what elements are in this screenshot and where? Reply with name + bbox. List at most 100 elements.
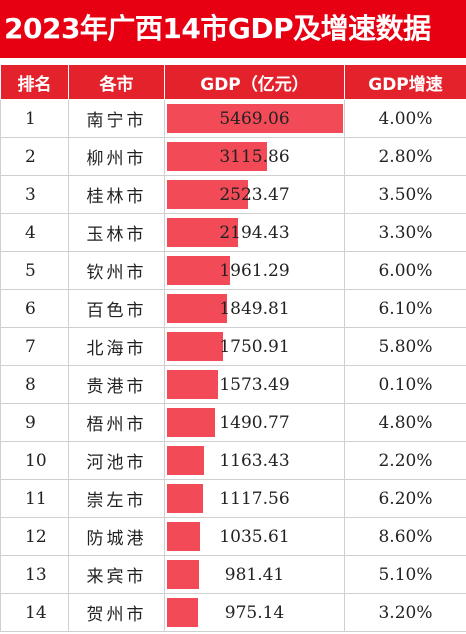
- gdp-cell: 975.14: [164, 593, 345, 632]
- gdp-value-label: 1490.77: [219, 412, 290, 433]
- rank-cell: 13: [0, 555, 69, 594]
- table-row: 6 百色市 1849.81 6.10%: [0, 289, 466, 328]
- gdp-cell: 1117.56: [164, 479, 345, 518]
- growth-cell: 8.60%: [344, 517, 466, 556]
- gdp-bar: [167, 408, 215, 437]
- header-city: 各市: [68, 64, 165, 100]
- gdp-cell: 2523.47: [164, 175, 345, 214]
- table-row: 13 来宾市 981.41 5.10%: [0, 555, 466, 594]
- gdp-value-label: 1163.43: [219, 450, 290, 471]
- table-row: 9 梧州市 1490.77 4.80%: [0, 403, 466, 442]
- table-row: 12 防城港 1035.61 8.60%: [0, 517, 466, 556]
- gdp-bar: [167, 598, 198, 627]
- gdp-value-label: 981.41: [224, 564, 285, 585]
- rank-cell: 12: [0, 517, 69, 556]
- chart-title: 2023年广西14市GDP及增速数据: [0, 0, 466, 58]
- growth-cell: 4.80%: [344, 403, 466, 442]
- gdp-bar: [167, 104, 343, 133]
- city-cell: 百色市: [68, 289, 165, 328]
- gdp-cell: 1849.81: [164, 289, 345, 328]
- city-cell: 钦州市: [68, 251, 165, 290]
- city-cell: 桂林市: [68, 175, 165, 214]
- rank-cell: 4: [0, 213, 69, 252]
- gdp-bar: [167, 484, 203, 513]
- growth-cell: 6.20%: [344, 479, 466, 518]
- gdp-cell: 3115.86: [164, 137, 345, 176]
- gdp-cell: 1750.91: [164, 327, 345, 366]
- growth-cell: 4.00%: [344, 99, 466, 138]
- table-row: 8 贵港市 1573.49 0.10%: [0, 365, 466, 404]
- rank-cell: 9: [0, 403, 69, 442]
- gdp-value-label: 1849.81: [219, 298, 290, 319]
- table-body: 1 南宁市 5469.06 4.00% 2 柳州市 3115.86 2.80% 3 桂林市 2523…: [0, 99, 466, 632]
- city-cell: 玉林市: [68, 213, 165, 252]
- gdp-value-label: 1750.91: [219, 336, 290, 357]
- table-row: 14 贺州市 975.14 3.20%: [0, 593, 466, 632]
- gdp-value-label: 3115.86: [219, 146, 290, 167]
- growth-cell: 6.00%: [344, 251, 466, 290]
- table-row: 3 桂林市 2523.47 3.50%: [0, 175, 466, 214]
- city-cell: 梧州市: [68, 403, 165, 442]
- rank-cell: 1: [0, 99, 69, 138]
- gdp-bar: [167, 370, 218, 399]
- growth-cell: 5.10%: [344, 555, 466, 594]
- gdp-bar: [167, 142, 267, 171]
- gdp-cell: 2194.43: [164, 213, 345, 252]
- rank-cell: 7: [0, 327, 69, 366]
- city-cell: 崇左市: [68, 479, 165, 518]
- rank-cell: 8: [0, 365, 69, 404]
- growth-cell: 3.20%: [344, 593, 466, 632]
- gdp-bar: [167, 522, 200, 551]
- gdp-bar: [167, 180, 248, 209]
- city-cell: 柳州市: [68, 137, 165, 176]
- growth-cell: 2.20%: [344, 441, 466, 480]
- table-row: 7 北海市 1750.91 5.80%: [0, 327, 466, 366]
- gdp-value-label: 5469.06: [219, 108, 290, 129]
- gdp-bar: [167, 560, 199, 589]
- city-cell: 贵港市: [68, 365, 165, 404]
- header-gdp: GDP（亿元）: [164, 64, 345, 100]
- gdp-cell: 1961.29: [164, 251, 345, 290]
- table-row: 4 玉林市 2194.43 3.30%: [0, 213, 466, 252]
- city-cell: 防城港: [68, 517, 165, 556]
- gdp-cell: 1573.49: [164, 365, 345, 404]
- gdp-table: 排名 各市 GDP（亿元） GDP增速 1 南宁市 5469.06 4.00% 2 柳州市…: [0, 64, 466, 632]
- table-row: 5 钦州市 1961.29 6.00%: [0, 251, 466, 290]
- gdp-cell: 981.41: [164, 555, 345, 594]
- city-cell: 南宁市: [68, 99, 165, 138]
- rank-cell: 10: [0, 441, 69, 480]
- gdp-bar: [167, 332, 223, 361]
- growth-cell: 2.80%: [344, 137, 466, 176]
- city-cell: 贺州市: [68, 593, 165, 632]
- gdp-value-label: 975.14: [224, 602, 285, 623]
- growth-cell: 3.50%: [344, 175, 466, 214]
- gdp-value-label: 1117.56: [219, 488, 290, 509]
- rank-cell: 3: [0, 175, 69, 214]
- table-row: 2 柳州市 3115.86 2.80%: [0, 137, 466, 176]
- table-header-row: 排名 各市 GDP（亿元） GDP增速: [0, 64, 466, 100]
- rank-cell: 5: [0, 251, 69, 290]
- gdp-cell: 1490.77: [164, 403, 345, 442]
- table-row: 1 南宁市 5469.06 4.00%: [0, 99, 466, 138]
- growth-cell: 6.10%: [344, 289, 466, 328]
- table-row: 10 河池市 1163.43 2.20%: [0, 441, 466, 480]
- city-cell: 河池市: [68, 441, 165, 480]
- rank-cell: 2: [0, 137, 69, 176]
- city-cell: 北海市: [68, 327, 165, 366]
- city-cell: 来宾市: [68, 555, 165, 594]
- gdp-cell: 1163.43: [164, 441, 345, 480]
- rank-cell: 6: [0, 289, 69, 328]
- gdp-value-label: 1961.29: [219, 260, 290, 281]
- header-growth: GDP增速: [344, 64, 466, 100]
- gdp-cell: 1035.61: [164, 517, 345, 556]
- gdp-cell: 5469.06: [164, 99, 345, 138]
- rank-cell: 11: [0, 479, 69, 518]
- gdp-bar: [167, 294, 227, 323]
- gdp-bar: [167, 256, 230, 285]
- gdp-bar: [167, 446, 204, 475]
- growth-cell: 5.80%: [344, 327, 466, 366]
- growth-cell: 0.10%: [344, 365, 466, 404]
- growth-cell: 3.30%: [344, 213, 466, 252]
- gdp-value-label: 2523.47: [219, 184, 290, 205]
- table-row: 11 崇左市 1117.56 6.20%: [0, 479, 466, 518]
